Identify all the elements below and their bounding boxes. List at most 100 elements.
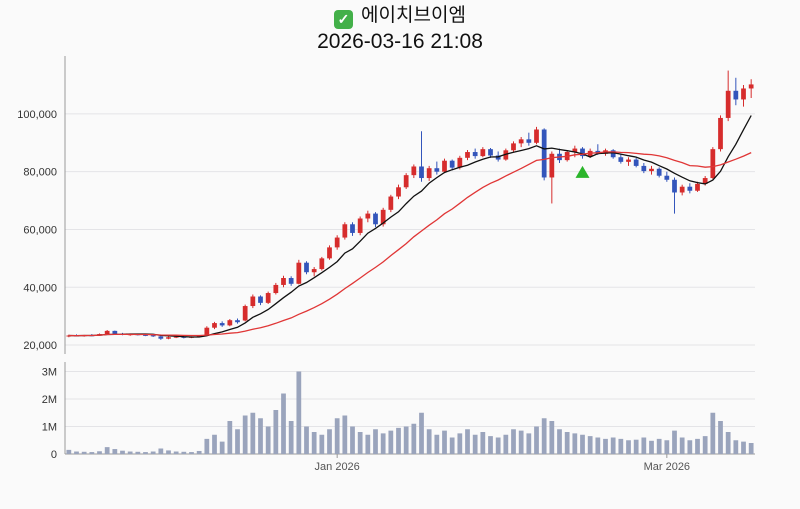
candle: [695, 183, 700, 191]
candle: [679, 186, 685, 193]
svg-text:20,000: 20,000: [23, 340, 57, 352]
stock-name: 에이치브이엠: [361, 5, 466, 26]
volume-bar: [656, 438, 662, 454]
candle: [541, 129, 547, 178]
volume-bar: [196, 450, 202, 454]
volume-bar: [89, 452, 95, 454]
volume-bar: [534, 426, 539, 454]
volume-bar: [403, 426, 409, 454]
svg-text:60,000: 60,000: [23, 224, 57, 236]
volume-bar: [212, 434, 217, 454]
candle: [258, 296, 263, 303]
volume-bar: [204, 438, 210, 454]
stock-chart: 20,000 40,000 60,000 80,000 100,000 0 1M 2M 3M Ja…: [17, 56, 755, 473]
ma-line-7: [68, 115, 752, 338]
volume-bar: [649, 440, 654, 454]
candle: [327, 247, 332, 259]
volume-bar: [250, 412, 256, 454]
volume-bar: [258, 418, 263, 454]
volume-bar: [380, 433, 386, 454]
candle: [664, 175, 670, 180]
volume-bar: [120, 450, 125, 454]
candle: [403, 175, 409, 188]
volume-bar: [672, 430, 677, 454]
volume-bar: [74, 451, 79, 454]
volume-bar: [595, 437, 601, 454]
candle: [426, 168, 432, 179]
volume-bar: [158, 448, 164, 454]
volume-bar: [687, 440, 693, 454]
svg-text:3M: 3M: [42, 367, 57, 379]
candle: [334, 237, 340, 248]
candle: [465, 152, 470, 158]
volume-bar: [104, 447, 110, 454]
candle: [411, 166, 417, 176]
volume-bar: [143, 452, 148, 454]
candle: [626, 159, 631, 162]
candle: [319, 258, 325, 270]
candle: [572, 148, 578, 153]
grid-lines: [65, 113, 755, 427]
volume-bar: [181, 451, 187, 454]
svg-text:Jan 2026: Jan 2026: [315, 461, 360, 473]
candle: [434, 168, 440, 172]
volume-bar: [549, 421, 555, 454]
volume-bar: [710, 412, 716, 454]
title-row: ✓ 에이치브이엠: [0, 4, 800, 29]
candle: [518, 139, 524, 144]
candle: [718, 117, 723, 150]
candle: [633, 159, 639, 166]
candle: [212, 323, 217, 328]
volume-bar: [388, 430, 394, 454]
chart-header: ✓ 에이치브이엠 2026-03-16 21:08: [0, 0, 800, 54]
volume-bar: [603, 438, 608, 454]
svg-text:80,000: 80,000: [23, 167, 57, 179]
volume-bar: [327, 429, 332, 454]
volume-bar: [273, 410, 279, 454]
volume-bar: [434, 434, 440, 454]
candle: [227, 320, 233, 326]
volume-bar: [350, 426, 355, 454]
volume-bar: [457, 433, 463, 454]
volume-bars: [66, 371, 754, 454]
volume-bar: [733, 440, 739, 454]
volume-bar: [526, 433, 532, 454]
volume-bar: [81, 451, 87, 454]
candle: [610, 150, 616, 158]
volume-bar: [365, 434, 371, 454]
volume-bar: [564, 432, 570, 454]
volume-bar: [112, 449, 118, 454]
volume-bar: [342, 415, 348, 454]
candle: [419, 166, 424, 179]
svg-text:1M: 1M: [42, 422, 57, 434]
candle: [373, 213, 378, 225]
x-axis-labels: Jan 2026 Mar 2026: [315, 454, 690, 473]
candle: [288, 278, 294, 284]
volume-bar: [557, 429, 562, 454]
axes: [64, 56, 755, 455]
volume-bar: [281, 393, 286, 454]
candle: [281, 278, 286, 285]
candle: [196, 335, 202, 337]
volume-bar: [511, 429, 516, 454]
volume-bar: [679, 437, 685, 454]
candle: [265, 293, 271, 303]
volume-bar: [748, 443, 754, 454]
volume-bar: [127, 451, 133, 454]
candle: [488, 149, 493, 156]
candle: [672, 179, 677, 193]
candle: [396, 187, 401, 197]
volume-bar: [465, 429, 470, 454]
volume-bar: [135, 451, 141, 454]
volume-bar: [219, 441, 225, 454]
candle: [166, 337, 171, 339]
volume-bar: [480, 432, 486, 454]
volume-bar: [311, 432, 317, 454]
candle: [143, 334, 148, 336]
ma-line-20: [68, 151, 752, 337]
candle: [235, 320, 240, 323]
svg-text:Mar 2026: Mar 2026: [644, 461, 690, 473]
volume-bar: [319, 434, 325, 454]
candle: [388, 196, 394, 210]
svg-text:100,000: 100,000: [17, 109, 57, 121]
